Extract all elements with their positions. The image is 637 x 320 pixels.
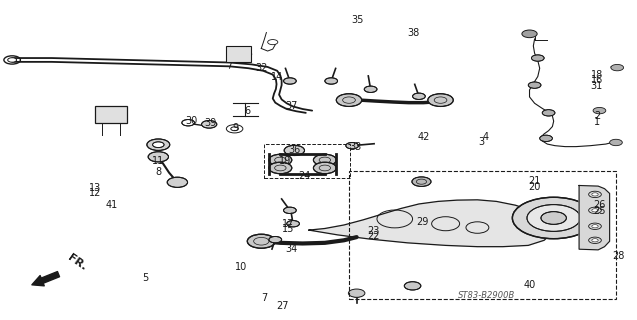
Circle shape — [611, 64, 624, 71]
Circle shape — [593, 108, 606, 114]
Text: 6: 6 — [244, 106, 250, 116]
Circle shape — [364, 86, 377, 92]
Circle shape — [540, 135, 552, 141]
Circle shape — [527, 204, 580, 231]
Text: 3: 3 — [479, 138, 485, 148]
Text: 24: 24 — [298, 171, 311, 181]
Text: 34: 34 — [285, 244, 298, 253]
Circle shape — [412, 177, 431, 187]
Text: 4: 4 — [483, 132, 489, 142]
Circle shape — [247, 234, 275, 248]
Circle shape — [522, 30, 537, 38]
Text: 25: 25 — [593, 206, 606, 216]
Circle shape — [182, 120, 194, 126]
Circle shape — [231, 127, 238, 131]
Text: 42: 42 — [417, 132, 429, 142]
Circle shape — [541, 212, 566, 224]
Circle shape — [592, 225, 598, 228]
Polygon shape — [579, 186, 610, 250]
Circle shape — [528, 82, 541, 88]
Circle shape — [313, 162, 336, 174]
Text: 32: 32 — [255, 63, 268, 73]
Text: 9: 9 — [233, 123, 239, 133]
Text: 2: 2 — [594, 111, 600, 121]
Circle shape — [313, 154, 336, 166]
Text: 11: 11 — [152, 156, 164, 166]
Text: 1: 1 — [594, 117, 600, 127]
Circle shape — [348, 289, 365, 297]
Circle shape — [147, 139, 170, 150]
Text: 7: 7 — [261, 293, 268, 303]
Circle shape — [8, 58, 17, 62]
Circle shape — [284, 145, 304, 156]
Text: 41: 41 — [106, 200, 118, 210]
Circle shape — [168, 177, 187, 188]
FancyBboxPatch shape — [96, 106, 127, 123]
Circle shape — [283, 78, 296, 84]
Text: 16: 16 — [590, 75, 603, 85]
Circle shape — [269, 162, 292, 174]
Circle shape — [531, 55, 544, 61]
FancyArrowPatch shape — [32, 272, 59, 286]
Circle shape — [287, 220, 299, 227]
Bar — [264, 144, 350, 178]
Text: 38: 38 — [408, 28, 420, 38]
Circle shape — [428, 94, 454, 107]
Text: 29: 29 — [416, 217, 428, 227]
Circle shape — [325, 78, 338, 84]
Text: 28: 28 — [612, 251, 625, 260]
Text: 21: 21 — [529, 176, 541, 186]
Circle shape — [201, 121, 217, 128]
Circle shape — [269, 236, 282, 243]
Text: 15: 15 — [282, 224, 294, 235]
Circle shape — [610, 139, 622, 146]
Circle shape — [283, 207, 296, 213]
Text: 31: 31 — [590, 81, 603, 91]
Text: 14: 14 — [271, 72, 283, 82]
Text: 19: 19 — [279, 156, 292, 166]
Text: 39: 39 — [204, 118, 217, 128]
Circle shape — [542, 110, 555, 116]
Text: 17: 17 — [282, 219, 294, 229]
Text: 8: 8 — [155, 167, 161, 177]
Circle shape — [592, 209, 598, 212]
Text: FR.: FR. — [66, 252, 88, 272]
Text: 22: 22 — [368, 231, 380, 242]
Circle shape — [346, 142, 359, 149]
Text: 36: 36 — [288, 146, 301, 156]
Circle shape — [269, 154, 292, 166]
Circle shape — [350, 291, 363, 297]
Circle shape — [592, 193, 598, 196]
Text: 33: 33 — [349, 142, 361, 152]
Text: 27: 27 — [276, 301, 289, 311]
Circle shape — [592, 239, 598, 242]
Bar — [349, 171, 616, 299]
Text: 12: 12 — [89, 188, 101, 198]
Polygon shape — [309, 200, 554, 247]
Circle shape — [153, 142, 164, 148]
Circle shape — [404, 282, 421, 290]
Circle shape — [336, 94, 362, 107]
Text: 13: 13 — [89, 183, 101, 193]
Text: 10: 10 — [235, 262, 247, 272]
Text: 20: 20 — [529, 182, 541, 192]
Text: 37: 37 — [285, 101, 298, 111]
Text: 30: 30 — [185, 116, 197, 126]
Text: 18: 18 — [590, 70, 603, 80]
FancyBboxPatch shape — [225, 46, 251, 62]
Text: 5: 5 — [143, 273, 148, 283]
Text: 35: 35 — [352, 15, 364, 25]
Text: 26: 26 — [593, 200, 606, 210]
Text: ST83-B2900B: ST83-B2900B — [459, 291, 515, 300]
Text: 23: 23 — [368, 226, 380, 236]
Text: 40: 40 — [524, 280, 536, 290]
Circle shape — [148, 152, 169, 162]
Circle shape — [413, 93, 426, 100]
Circle shape — [512, 197, 595, 239]
